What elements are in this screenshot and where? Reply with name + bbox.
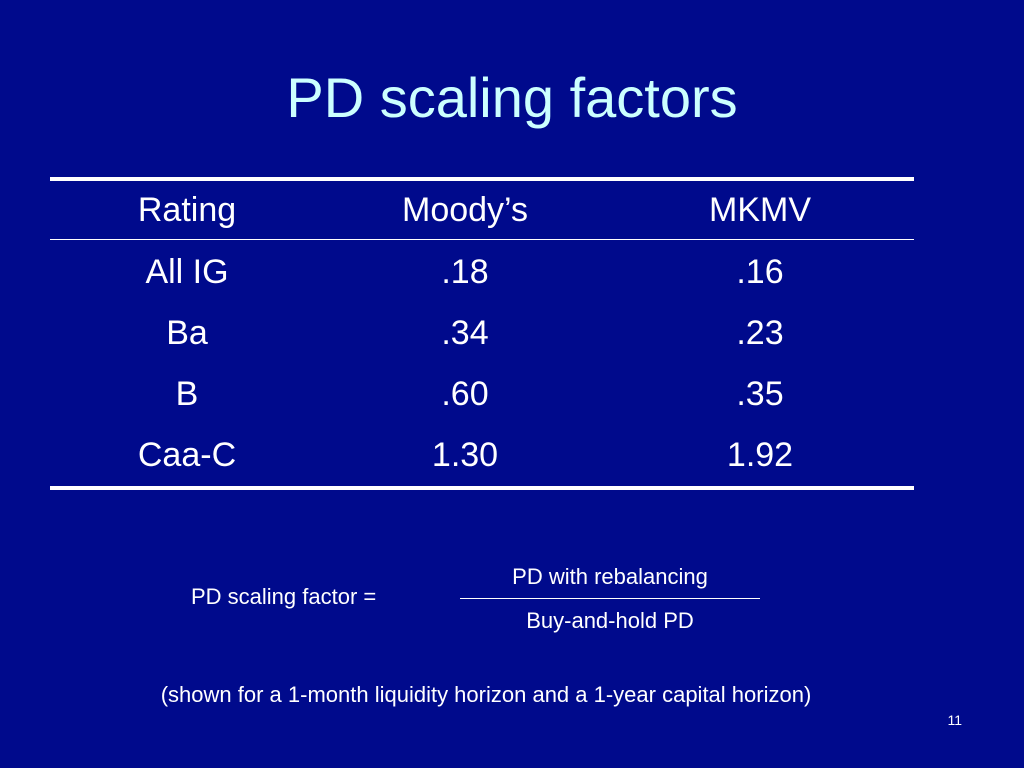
table-row: All IG .18 .16 bbox=[50, 240, 914, 303]
cell-moodys: 1.30 bbox=[431, 436, 499, 474]
formula-label: PD scaling factor = bbox=[191, 584, 377, 609]
page-number: 11 bbox=[947, 712, 962, 728]
cell-rating: B bbox=[175, 375, 199, 413]
rating-table-container: Rating Moody’s MKMV All IG .18 .16 Ba .3… bbox=[50, 177, 914, 490]
column-header-mkmv: MKMV bbox=[709, 190, 811, 229]
cell-moodys: .34 bbox=[441, 314, 489, 352]
cell-moodys: .60 bbox=[441, 375, 489, 413]
cell-mkmv: .16 bbox=[736, 253, 784, 291]
footnote: (shown for a 1-month liquidity horizon a… bbox=[160, 682, 812, 707]
cell-mkmv: .23 bbox=[736, 314, 784, 352]
formula-fraction: PD with rebalancing Buy-and-hold PD bbox=[460, 560, 760, 637]
rating-table: Rating Moody’s MKMV bbox=[50, 181, 914, 239]
cell-rating: Caa-C bbox=[137, 436, 237, 474]
cell-rating: All IG bbox=[145, 253, 229, 291]
table-row: B .60 .35 bbox=[50, 364, 914, 425]
cell-mkmv: 1.92 bbox=[726, 436, 794, 474]
cell-moodys: .18 bbox=[441, 253, 489, 291]
scaling-formula: PD scaling factor = PD with rebalancing … bbox=[0, 560, 1024, 640]
cell-rating: Ba bbox=[166, 314, 208, 352]
table-bottom-rule bbox=[50, 486, 914, 490]
table-header-rule bbox=[50, 239, 914, 240]
table-row: Ba .34 .23 bbox=[50, 303, 914, 364]
formula-numerator: PD with rebalancing bbox=[512, 564, 708, 589]
table-row: Caa-C 1.30 1.92 bbox=[50, 425, 914, 486]
formula-denominator: Buy-and-hold PD bbox=[526, 608, 694, 633]
rating-table-body: All IG .18 .16 Ba .34 .23 B .60 .35 Caa-… bbox=[50, 240, 914, 486]
cell-mkmv: .35 bbox=[736, 375, 784, 413]
slide-title: PD scaling factors bbox=[286, 66, 738, 129]
column-header-moodys: Moody’s bbox=[402, 190, 528, 229]
column-header-rating: Rating bbox=[137, 190, 237, 229]
table-header-row: Rating Moody’s MKMV bbox=[50, 181, 914, 239]
fraction-bar bbox=[460, 598, 760, 599]
table-top-rule bbox=[50, 177, 914, 181]
